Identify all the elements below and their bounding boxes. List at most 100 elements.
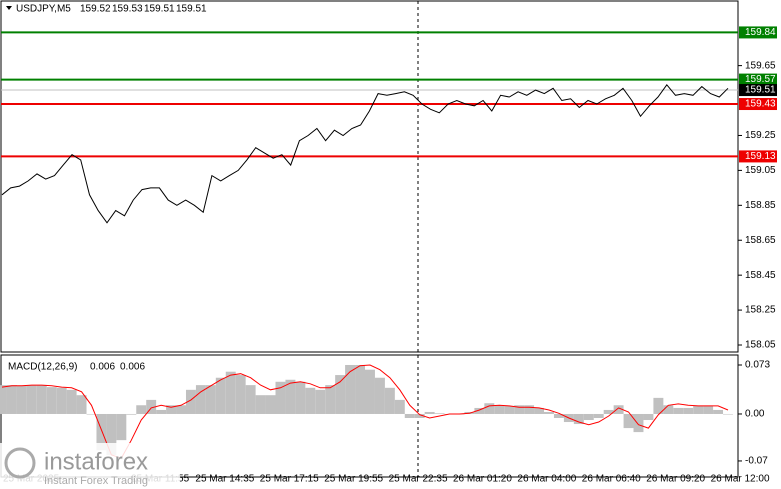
macd-title: MACD(12,26,9)	[8, 362, 77, 373]
macd-bar	[474, 407, 485, 414]
macd-bar	[683, 407, 694, 414]
macd-bar	[663, 405, 674, 414]
macd-bar	[215, 377, 226, 414]
x-tick-label: 25 Mar 19:55	[324, 474, 383, 485]
level-label: 159.43	[745, 99, 776, 110]
macd-bar	[36, 385, 47, 414]
macd-bar	[414, 413, 425, 419]
watermark: instaforex Instant Forex Trading	[0, 443, 180, 489]
macd-bar	[643, 413, 654, 421]
macd-bar	[374, 377, 385, 414]
price-frame	[0, 0, 739, 353]
x-tick-label: 25 Mar 14:35	[195, 474, 254, 485]
macd-bar	[424, 411, 435, 414]
y-tick-label: -0.07	[745, 456, 768, 467]
macd-bar	[285, 379, 296, 414]
macd-bar	[76, 395, 87, 414]
macd-readout: 0.006	[120, 362, 145, 373]
macd-frame	[0, 354, 739, 478]
macd-bar	[156, 409, 167, 414]
macd-bar	[235, 375, 246, 414]
macd-bar	[56, 387, 67, 414]
macd-bar	[315, 389, 326, 414]
ohlc-value: 159.53	[112, 4, 143, 15]
macd-bar	[116, 413, 127, 441]
macd-bar	[613, 405, 624, 414]
x-tick-label: 25 Mar 22:35	[389, 474, 448, 485]
macd-bar	[583, 413, 594, 421]
macd-bar	[66, 389, 77, 414]
macd-bar	[16, 385, 27, 414]
macd-bar	[86, 413, 97, 415]
macd-bar	[176, 405, 186, 414]
ohlc-value: 159.51	[176, 4, 207, 15]
macd-bar	[305, 387, 316, 414]
level-label: 159.84	[745, 27, 776, 38]
macd-bar	[6, 385, 17, 414]
ohlc-value: 159.51	[144, 4, 175, 15]
macd-bar	[136, 405, 147, 414]
macd-bar	[394, 399, 405, 414]
y-tick-label: 158.65	[745, 235, 776, 246]
level-label-bg	[739, 26, 777, 39]
macd-bar	[126, 413, 137, 415]
macd-bar	[245, 385, 256, 414]
macd-bar	[633, 413, 644, 433]
macd-bar	[404, 413, 415, 419]
symbol-title: USDJPY,M5	[16, 4, 71, 15]
x-tick-label: 25 Mar 17:15	[260, 474, 319, 485]
level-label-bg	[739, 73, 777, 86]
macd-bar	[693, 405, 704, 414]
macd-bar	[573, 413, 584, 425]
macd-bar	[514, 405, 525, 414]
level-label: 159.13	[745, 151, 776, 162]
macd-bar	[524, 405, 535, 414]
macd-bar	[106, 413, 117, 455]
current-price-label: 159.51	[745, 85, 776, 96]
macd-bar	[96, 413, 107, 451]
macd-bar	[723, 413, 733, 415]
macd-bar	[365, 369, 375, 414]
macd-bar	[275, 381, 286, 414]
macd-bar	[225, 371, 236, 414]
macd-bar	[494, 405, 505, 414]
macd-bar	[46, 387, 57, 414]
y-tick-label: 159.65	[745, 60, 776, 71]
macd-bar	[484, 403, 495, 414]
y-tick-label: 159.25	[745, 130, 776, 141]
y-tick-label: 158.45	[745, 270, 776, 281]
macd-bar	[673, 407, 684, 414]
macd-bar	[146, 399, 157, 414]
macd-readout: 0.006	[90, 362, 115, 373]
macd-bar	[593, 413, 604, 419]
macd-bar	[335, 375, 346, 414]
level-label-bg	[739, 150, 777, 163]
macd-bar	[345, 364, 356, 414]
macd-bar	[265, 395, 276, 414]
level-label: 159.57	[745, 74, 776, 85]
macd-bar	[703, 405, 714, 414]
ohlc-value: 159.52	[80, 4, 111, 15]
y-tick-label: 159.05	[745, 165, 776, 176]
macd-bar	[185, 389, 196, 414]
macd-bar	[623, 413, 634, 429]
watermark-bg	[0, 443, 180, 489]
macd-bar	[603, 409, 614, 414]
y-tick-label: 158.85	[745, 200, 776, 211]
macd-bar	[255, 395, 266, 414]
x-tick-label: 26 Mar 04:00	[517, 474, 576, 485]
watermark-brand: instaforex	[44, 448, 148, 475]
macd-bar	[384, 387, 395, 414]
collapse-icon	[6, 6, 12, 10]
macd-bar	[534, 407, 545, 414]
macd-bar	[653, 397, 664, 414]
macd-bar	[0, 385, 7, 414]
level-label-bg	[739, 98, 777, 111]
macd-bar	[504, 405, 515, 414]
y-tick-label: 0.073	[745, 360, 770, 371]
macd-bar	[26, 385, 37, 414]
macd-bar	[713, 409, 724, 414]
price-line	[1, 83, 729, 224]
